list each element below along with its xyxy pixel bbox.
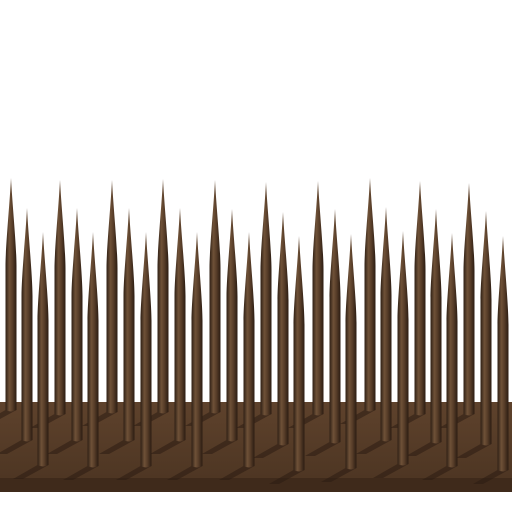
spike: [21, 208, 33, 442]
spike: [414, 181, 426, 416]
spike-shadow: [0, 410, 17, 420]
spike-shadow: [167, 466, 203, 480]
spike-shadow: [473, 470, 509, 484]
spike: [480, 211, 492, 446]
spike: [312, 181, 324, 416]
spike: [87, 232, 99, 468]
spike-shadow: [63, 466, 99, 480]
spike-shadow: [356, 440, 392, 454]
spike: [37, 232, 49, 467]
spike-shadow: [13, 465, 49, 479]
spike: [209, 180, 221, 414]
spike: [157, 179, 169, 414]
spike-shadow: [269, 470, 305, 484]
spike: [293, 236, 305, 472]
spike-shadow: [305, 442, 341, 456]
spike-shadow: [373, 464, 409, 478]
spike-shadow: [0, 440, 33, 454]
spike: [54, 180, 66, 416]
spike-shadow: [456, 444, 492, 458]
spike: [329, 209, 341, 444]
spike: [260, 182, 272, 416]
spike-shadow: [202, 440, 238, 454]
spike: [397, 231, 409, 466]
spike-shadow: [99, 440, 135, 454]
spike-shadow: [253, 444, 289, 458]
spike: [123, 208, 135, 442]
spike-shadow: [406, 442, 442, 456]
spike: [277, 212, 289, 446]
spike-shadow: [47, 440, 83, 454]
base-front-face: [0, 478, 512, 492]
spike: [430, 209, 442, 444]
spike: [226, 209, 238, 442]
spike: [140, 232, 152, 468]
spike: [345, 234, 357, 470]
spike: [71, 208, 83, 442]
spike: [364, 178, 376, 412]
spike: [380, 207, 392, 442]
spike-shadow: [321, 468, 357, 482]
spike: [463, 183, 475, 416]
spike: [446, 233, 458, 468]
spike-shadow: [219, 466, 255, 480]
spike: [497, 236, 509, 472]
spike: [174, 208, 186, 442]
spike: [191, 232, 203, 468]
spike-shadow: [150, 440, 186, 454]
spike: [243, 232, 255, 468]
spike: [5, 178, 17, 412]
spike-shadow: [116, 466, 152, 480]
spike-row: [5, 178, 509, 472]
spike-shadow: [422, 466, 458, 480]
spike: [106, 180, 118, 414]
